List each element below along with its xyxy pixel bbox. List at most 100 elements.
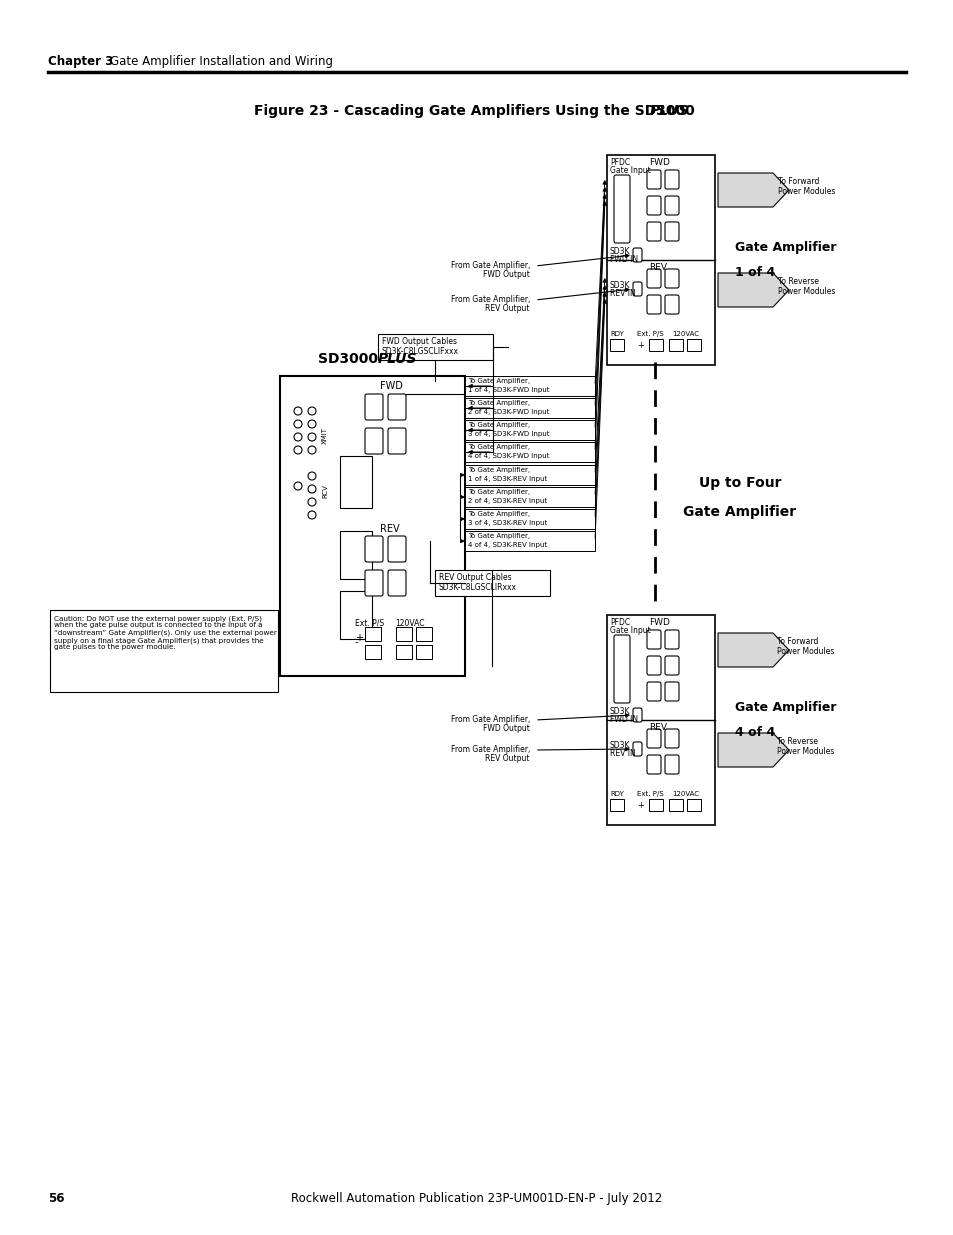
Bar (606, 615, 714, 825)
Text: 120VAC: 120VAC (671, 331, 699, 337)
Circle shape (308, 446, 315, 454)
FancyBboxPatch shape (646, 269, 660, 288)
Text: Rockwell Automation Publication 23P-UM001D-EN-P - July 2012: Rockwell Automation Publication 23P-UM00… (291, 1192, 662, 1205)
Polygon shape (718, 273, 788, 308)
Bar (464, 398, 595, 417)
FancyBboxPatch shape (365, 571, 382, 597)
Text: 1 of 4, SD3K-REV Input: 1 of 4, SD3K-REV Input (468, 475, 547, 482)
Text: REV Output: REV Output (485, 304, 530, 312)
Text: FWD IN: FWD IN (609, 715, 638, 724)
FancyBboxPatch shape (388, 536, 406, 562)
Text: From Gate Amplifier,: From Gate Amplifier, (450, 715, 530, 724)
Text: FWD: FWD (648, 158, 669, 167)
FancyBboxPatch shape (614, 635, 629, 703)
Text: 2 of 4, SD3K-FWD Input: 2 of 4, SD3K-FWD Input (468, 409, 549, 415)
Text: PLUS: PLUS (377, 352, 417, 366)
FancyBboxPatch shape (646, 196, 660, 215)
Bar (464, 375, 595, 396)
Bar (280, 375, 464, 676)
Circle shape (294, 420, 302, 429)
Bar (648, 799, 662, 811)
FancyBboxPatch shape (646, 656, 660, 676)
Text: From Gate Amplifier,: From Gate Amplifier, (450, 295, 530, 304)
Bar (339, 531, 372, 579)
FancyBboxPatch shape (664, 729, 679, 748)
Text: Chapter 3: Chapter 3 (48, 56, 113, 68)
Polygon shape (718, 173, 788, 207)
Bar (464, 442, 595, 462)
FancyBboxPatch shape (664, 682, 679, 701)
Text: Ext. P/S: Ext. P/S (355, 619, 384, 629)
Text: SD3K: SD3K (609, 247, 630, 256)
Bar (464, 420, 595, 440)
Bar (606, 156, 714, 366)
FancyBboxPatch shape (664, 196, 679, 215)
Text: To Gate Amplifier,: To Gate Amplifier, (468, 511, 530, 517)
Text: To Forward
Power Modules: To Forward Power Modules (778, 177, 835, 196)
FancyBboxPatch shape (646, 630, 660, 650)
Bar (416, 627, 432, 641)
FancyBboxPatch shape (664, 222, 679, 241)
Bar (686, 799, 700, 811)
FancyBboxPatch shape (646, 295, 660, 314)
Circle shape (294, 482, 302, 490)
Bar (648, 338, 662, 351)
Text: FWD: FWD (648, 618, 669, 627)
Text: To Gate Amplifier,: To Gate Amplifier, (468, 445, 530, 450)
FancyBboxPatch shape (664, 170, 679, 189)
Text: +: + (355, 634, 363, 643)
Text: Gate Input: Gate Input (609, 165, 650, 175)
FancyBboxPatch shape (646, 682, 660, 701)
Text: FWD Output: FWD Output (482, 270, 530, 279)
Bar (464, 509, 595, 529)
Bar (668, 799, 682, 811)
Text: REV: REV (648, 263, 666, 272)
Text: To Gate Amplifier,: To Gate Amplifier, (468, 534, 530, 538)
Text: RDY: RDY (609, 790, 623, 797)
Bar (464, 466, 595, 485)
Text: Ext. P/S: Ext. P/S (637, 331, 663, 337)
Circle shape (308, 408, 315, 415)
Text: -: - (355, 637, 358, 647)
Text: +: + (637, 341, 643, 350)
Text: FWD Output Cables: FWD Output Cables (381, 337, 456, 346)
Text: PFDC: PFDC (609, 158, 630, 167)
Text: REV IN: REV IN (609, 289, 635, 298)
Text: From Gate Amplifier,: From Gate Amplifier, (450, 261, 530, 270)
Text: To Reverse
Power Modules: To Reverse Power Modules (776, 737, 834, 756)
FancyBboxPatch shape (646, 222, 660, 241)
Text: 2 of 4, SD3K-REV Input: 2 of 4, SD3K-REV Input (468, 498, 547, 504)
Text: FWD Output: FWD Output (482, 724, 530, 734)
Bar (50, 610, 277, 692)
FancyBboxPatch shape (365, 394, 382, 420)
Text: 120VAC: 120VAC (671, 790, 699, 797)
Text: From Gate Amplifier,: From Gate Amplifier, (450, 745, 530, 755)
FancyBboxPatch shape (664, 269, 679, 288)
Bar (686, 338, 700, 351)
Text: 1 of 4, SD3K-FWD Input: 1 of 4, SD3K-FWD Input (468, 387, 549, 393)
Bar (464, 487, 595, 508)
Text: SD3K-C8LGSCLIFxxx: SD3K-C8LGSCLIFxxx (381, 347, 458, 356)
Circle shape (308, 420, 315, 429)
FancyBboxPatch shape (664, 295, 679, 314)
Text: XMIT: XMIT (322, 427, 328, 445)
Text: 4 of 4, SD3K-FWD Input: 4 of 4, SD3K-FWD Input (468, 453, 549, 459)
Circle shape (294, 446, 302, 454)
Bar (395, 645, 412, 659)
FancyBboxPatch shape (633, 742, 641, 756)
Polygon shape (718, 734, 788, 767)
FancyBboxPatch shape (614, 175, 629, 243)
FancyBboxPatch shape (388, 429, 406, 454)
Text: To Gate Amplifier,: To Gate Amplifier, (468, 378, 530, 384)
Bar (365, 627, 380, 641)
Text: 4 of 4: 4 of 4 (734, 726, 775, 739)
Bar (339, 592, 372, 638)
FancyBboxPatch shape (633, 282, 641, 296)
Text: REV: REV (379, 524, 399, 534)
Circle shape (308, 433, 315, 441)
Text: RCV: RCV (322, 484, 328, 498)
FancyBboxPatch shape (388, 571, 406, 597)
Text: To Reverse
Power Modules: To Reverse Power Modules (778, 277, 835, 296)
Text: Gate Amplifier: Gate Amplifier (682, 505, 796, 519)
FancyBboxPatch shape (365, 536, 382, 562)
